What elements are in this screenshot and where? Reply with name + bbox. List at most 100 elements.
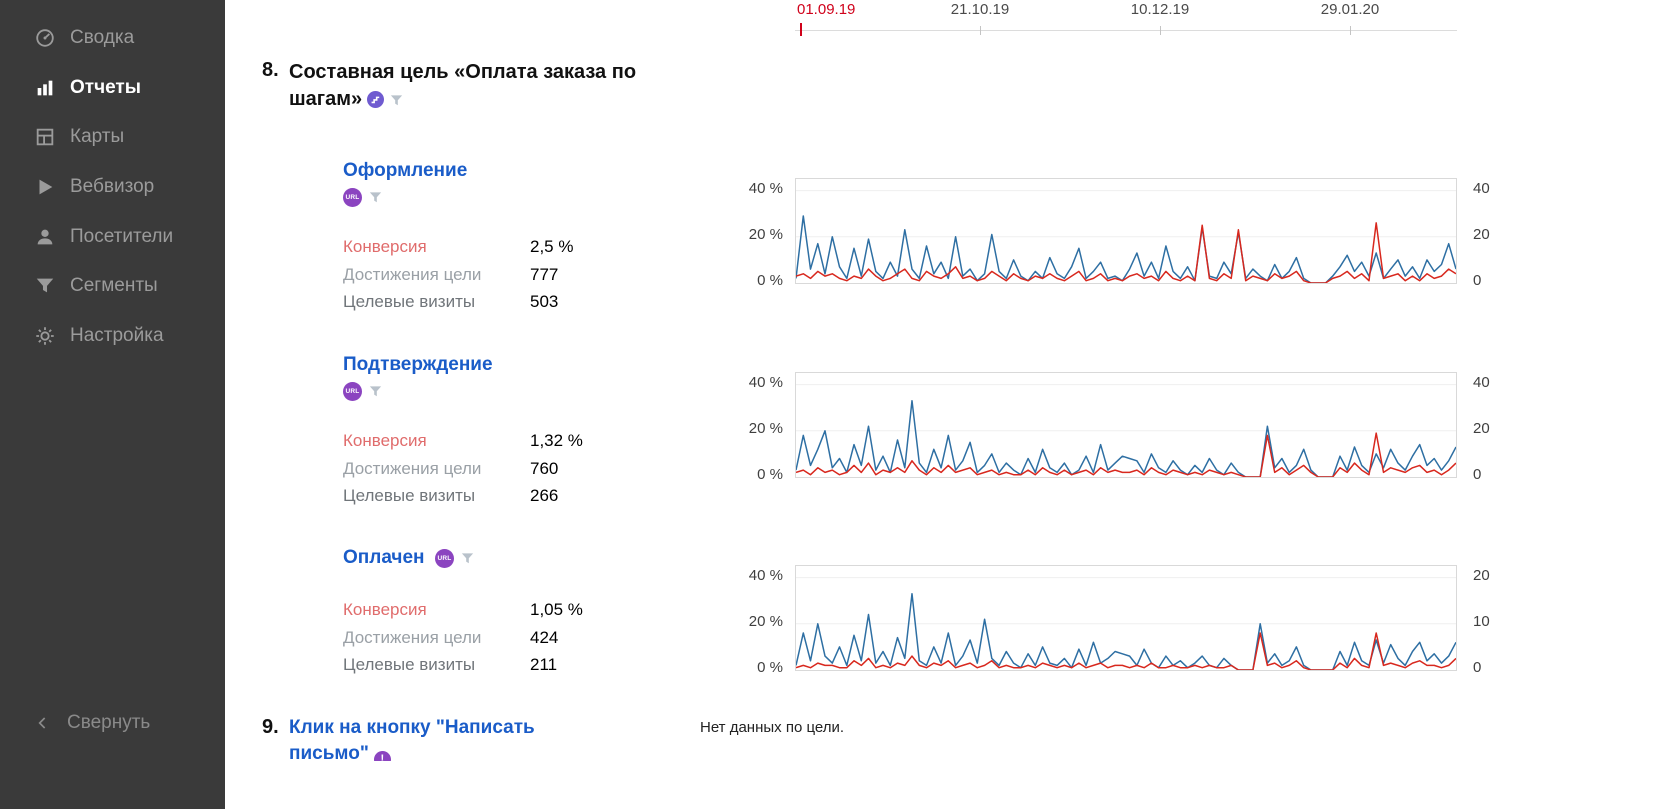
y-axis-label: 20 [1473,567,1490,584]
timeline-axis [795,30,1457,31]
goal-chart-row: 40 % 20 % 0 % 40 20 0 [743,372,1513,483]
y-axis-label: 0 [1473,272,1482,289]
funnel-icon[interactable] [368,384,383,399]
y-axis-label: 0 [1473,659,1482,676]
metric-label: Конверсия [343,431,427,450]
sidebar-item-reports[interactable]: Отчеты [0,68,225,108]
goal-chart[interactable] [795,178,1457,284]
section-8-title-text: Составная цель «Оплата заказа по шагам» [289,61,637,110]
goal-badges: URL [343,187,383,207]
metric-label: Конверсия [343,600,427,619]
y-axis-label: 40 % [748,374,783,391]
sidebar-item-label: Сегменты [70,275,158,296]
section-9-number: 9. [262,716,279,738]
goal-title-link[interactable]: Оплачен [343,547,425,568]
funnel-icon[interactable] [389,93,404,108]
section-8-number: 8. [262,59,279,81]
y-axis-label: 20 [1473,420,1490,437]
collapse-label: Свернуть [67,712,151,733]
gauge-icon [33,26,57,50]
y-axis-label: 40 [1473,180,1490,197]
metric-label: Целевые визиты [343,292,476,311]
goal-type-icon: ! [373,750,391,761]
metric-label: Конверсия [343,237,427,256]
goal-chart-row: 40 % 20 % 0 % 40 20 0 [743,178,1513,289]
y-axis-label: 20 [1473,226,1490,243]
goal-chart[interactable] [795,565,1457,671]
sidebar: Сводка Отчеты Карты Вебвизор Посетители … [0,0,225,809]
goal-badges: URL [435,548,475,568]
sidebar-item-settings[interactable]: Настройка [0,316,225,356]
y-axis-label: 10 [1473,613,1490,630]
y-axis-label: 0 [1473,466,1482,483]
url-badge[interactable]: URL [343,187,362,207]
metric-value: 2,5 % [530,237,574,256]
metric-row: Достижения цели 777 [343,265,558,285]
sidebar-item-label: Сводка [70,27,135,48]
goal-title-link[interactable]: Подтверждение [343,354,493,375]
y-axis-label: 0 % [757,272,783,289]
metric-label: Достижения цели [343,459,482,478]
timeline-date: 21.10.19 [950,1,1010,18]
metric-label: Целевые визиты [343,486,476,505]
y-axis-label: 20 % [748,613,783,630]
play-icon [33,175,57,199]
timeline-date: 29.01.20 [1320,1,1380,18]
metric-row: Конверсия 1,05 % [343,600,583,620]
goal-title-link[interactable]: Оформление [343,160,468,181]
section-9-title-link[interactable]: Клик на кнопку "Написать письмо"! [289,715,545,761]
y-axis-label: 20 % [748,420,783,437]
metric-value: 760 [530,459,559,478]
section-8-title: Составная цель «Оплата заказа по шагам» [289,59,641,113]
y-axis-label: 40 % [748,567,783,584]
metric-row: Целевые визиты 211 [343,655,557,675]
sidebar-item-maps[interactable]: Карты [0,117,225,157]
sidebar-item-label: Отчеты [70,77,141,98]
person-icon [33,225,57,249]
sidebar-item-visitors[interactable]: Посетители [0,217,225,257]
funnel-icon[interactable] [368,190,383,205]
section-9-title-text: Клик на кнопку "Написать письмо" [289,717,535,761]
metric-row: Конверсия 1,32 % [343,431,583,451]
metric-row: Целевые визиты 503 [343,292,558,312]
metric-value: 424 [530,628,559,647]
sidebar-item-label: Карты [70,126,125,147]
metric-label: Достижения цели [343,628,482,647]
y-axis-label: 0 % [757,466,783,483]
timeline-date: 01.09.19 [797,1,856,18]
gear-icon [33,324,57,348]
timeline-tick [980,26,981,35]
sidebar-item-label: Посетители [70,226,174,247]
timeline-date: 10.12.19 [1130,1,1190,18]
collapse-button[interactable]: Свернуть [0,703,225,743]
metric-label: Достижения цели [343,265,482,284]
metric-value: 266 [530,486,559,505]
no-data-message: Нет данных по цели. [700,719,845,736]
y-axis-label: 40 [1473,374,1490,391]
metric-row: Достижения цели 760 [343,459,558,479]
y-axis-label: 20 % [748,226,783,243]
y-axis-label: 0 % [757,659,783,676]
url-badge[interactable]: URL [343,381,362,401]
y-axis-label: 40 % [748,180,783,197]
metric-label: Целевые визиты [343,655,476,674]
timeline-tick [1350,26,1351,35]
funnel-icon [33,274,57,298]
composite-goal-icon[interactable] [367,91,385,108]
url-badge[interactable]: URL [435,548,454,568]
sidebar-item-webvisor[interactable]: Вебвизор [0,167,225,207]
maps-icon [33,125,57,149]
metric-value: 211 [530,655,558,674]
sidebar-item-label: Вебвизор [70,176,155,197]
sidebar-item-segments[interactable]: Сегменты [0,266,225,306]
bar-chart-icon [33,76,57,100]
goal-chart[interactable] [795,372,1457,478]
metric-row: Достижения цели 424 [343,628,558,648]
sidebar-item-label: Настройка [70,325,164,346]
funnel-icon[interactable] [460,551,475,566]
sidebar-item-summary[interactable]: Сводка [0,18,225,58]
goal-badges: URL [343,381,383,401]
metric-value: 503 [530,292,559,311]
